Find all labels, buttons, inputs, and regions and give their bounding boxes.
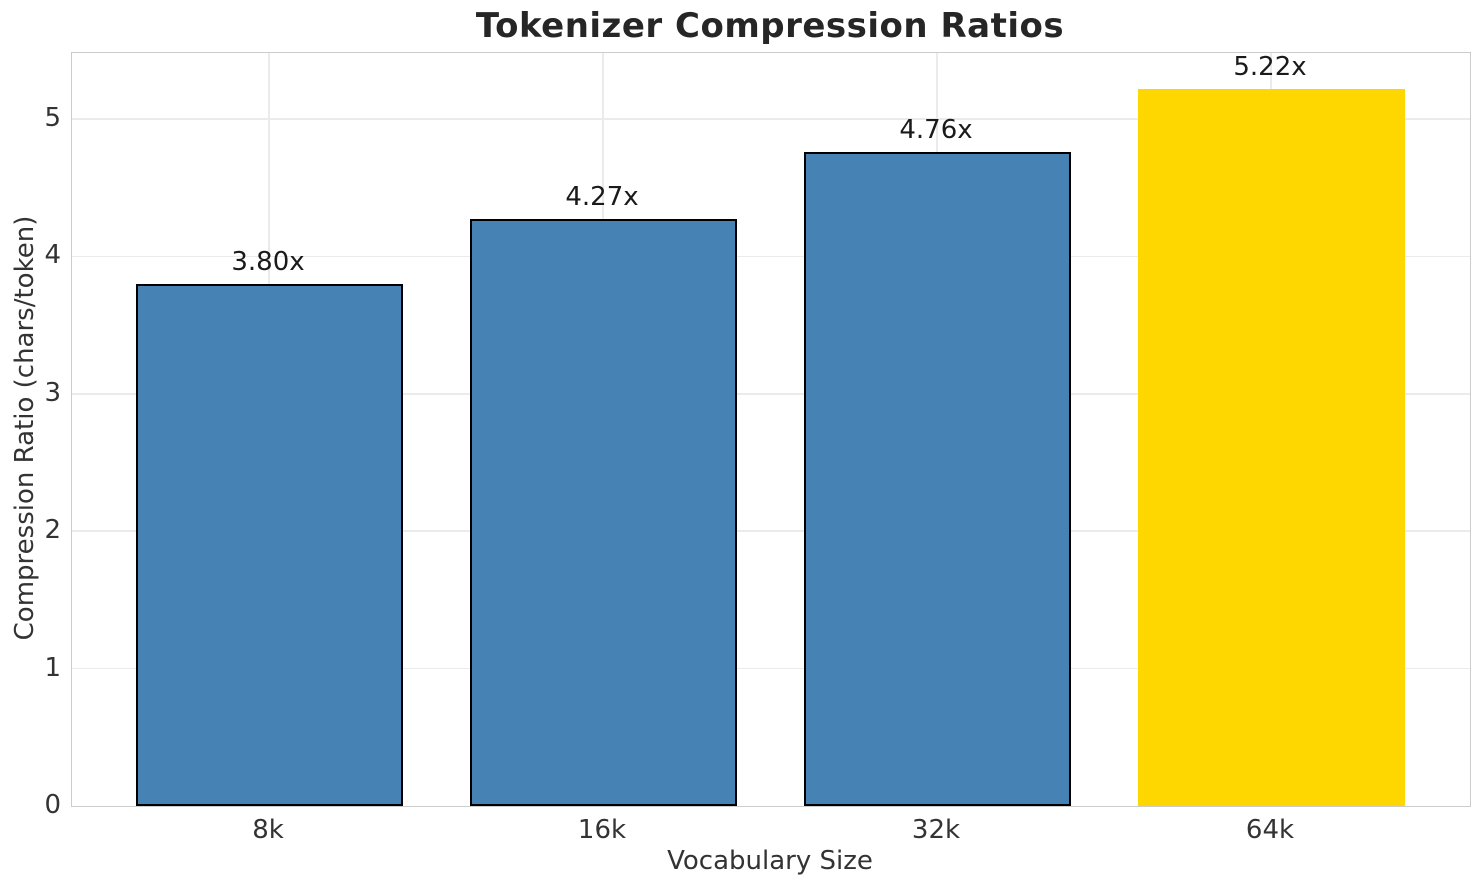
bar-64k (1137, 88, 1405, 806)
h-gridline (72, 255, 1470, 258)
y-tick-label: 1 (44, 652, 61, 683)
x-tick-label: 8k (252, 815, 284, 845)
h-gridline (72, 667, 1470, 670)
y-axis-label: Compression Ratio (chars/token) (10, 215, 40, 641)
bar-32k (803, 151, 1071, 806)
x-tick-label: 32k (911, 815, 961, 845)
x-tick-label: 64k (1245, 815, 1295, 845)
bar-value-label: 3.80x (231, 246, 305, 277)
bar-8k (135, 283, 403, 806)
x-axis-label: Vocabulary Size (667, 846, 873, 876)
bar-value-label: 5.22x (1233, 51, 1307, 82)
h-gridline (72, 530, 1470, 532)
chart-title: Tokenizer Compression Ratios (475, 6, 1065, 46)
h-gridline (72, 118, 1470, 120)
y-tick-label: 0 (44, 790, 61, 820)
y-tick-label: 3 (44, 377, 61, 408)
y-tick-label: 5 (44, 102, 61, 133)
bar-16k (469, 219, 737, 806)
h-gridline (72, 393, 1470, 395)
plot-area (71, 52, 1471, 807)
y-tick-label: 2 (44, 515, 61, 546)
bar-value-label: 4.27x (565, 182, 639, 213)
x-tick-label: 16k (577, 815, 627, 845)
bar-value-label: 4.76x (899, 114, 973, 145)
y-tick-label: 4 (44, 240, 61, 271)
